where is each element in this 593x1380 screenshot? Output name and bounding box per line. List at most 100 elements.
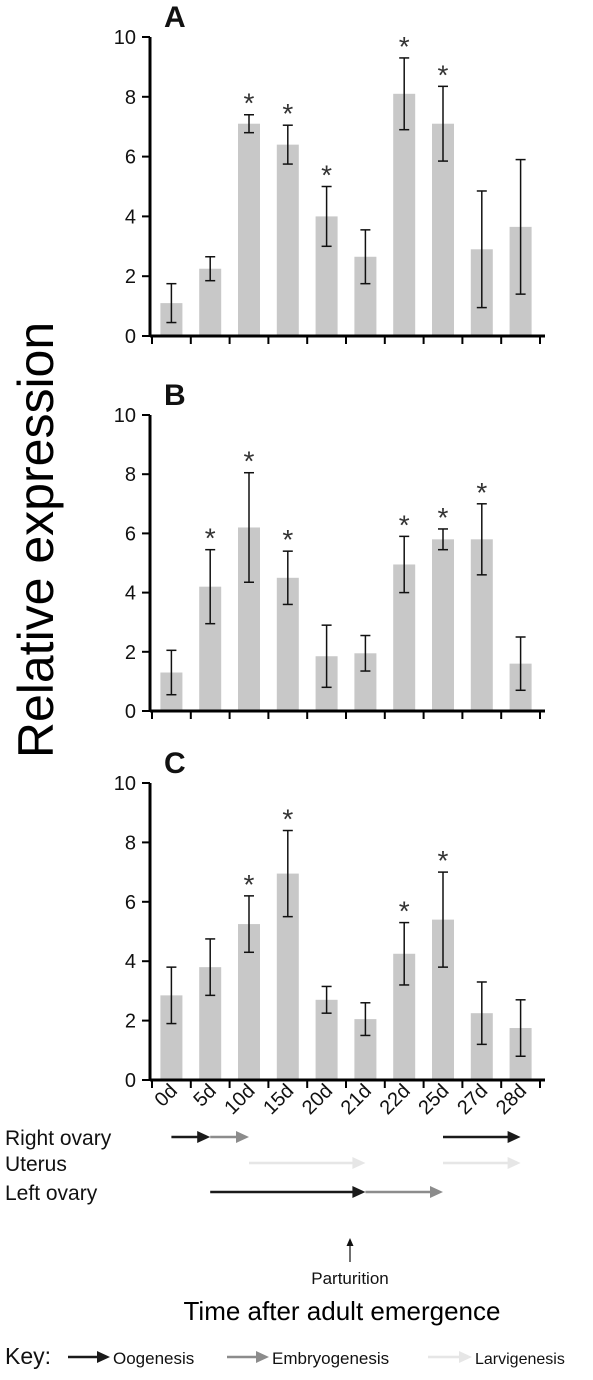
x-tick-label: 10d — [220, 1080, 259, 1119]
bar-22d — [393, 953, 416, 1080]
x-tick-label: 0d — [151, 1080, 182, 1111]
error-bar-10d — [244, 113, 254, 134]
x-tick-label: 25d — [414, 1080, 453, 1119]
y-tick-label: 0 — [125, 701, 136, 723]
y-tick-label: 10 — [114, 405, 136, 427]
bar-chart-panels: * * * * * 0 2 4 6 8 10 A * * * * * * 0 2 4 6 8 10 B * * * * 0 2 4 6 8 10 C — [114, 1, 545, 1092]
significance-star: * — [244, 869, 255, 900]
error-bar-25d — [438, 85, 448, 162]
panel-b: * * * * * * 0 2 4 6 8 10 B — [114, 379, 545, 723]
x-tick-label: 28d — [492, 1080, 531, 1119]
y-tick-label: 8 — [125, 464, 136, 486]
error-bar-5d — [205, 938, 216, 997]
significance-star: * — [438, 59, 449, 90]
significance-star: * — [282, 804, 293, 835]
larvigenesis-arrow — [249, 1157, 366, 1169]
key-oogenesis-arrow — [68, 1351, 110, 1363]
y-tick-label: 2 — [125, 1011, 136, 1033]
error-bar-10d — [244, 895, 254, 954]
bar-20d — [315, 999, 338, 1080]
x-tick-label: 27d — [453, 1080, 492, 1119]
significance-star: * — [282, 98, 293, 129]
bar-20d — [315, 216, 338, 336]
bar-15d — [276, 873, 299, 1080]
y-axis-label: Relative expression — [8, 322, 64, 758]
key-larvigenesis-arrow — [428, 1351, 472, 1363]
error-bar-15d — [282, 550, 293, 606]
error-bar-28d — [515, 636, 526, 692]
oogenesis-arrow — [171, 1131, 211, 1143]
bar-25d — [432, 123, 454, 337]
bar-22d — [393, 564, 416, 711]
error-bar-20d — [321, 624, 332, 689]
error-bar-21d — [360, 229, 371, 285]
embryogenesis-arrow — [365, 1186, 443, 1198]
significance-star: * — [205, 523, 216, 554]
bar-5d — [199, 967, 222, 1080]
oogenesis-arrow — [443, 1131, 521, 1143]
significance-star: * — [399, 509, 410, 540]
y-tick-label: 0 — [125, 326, 136, 348]
y-tick-label: 10 — [114, 27, 136, 49]
key-embryogenesis-arrow — [227, 1351, 269, 1363]
significance-star: * — [321, 160, 332, 191]
error-bar-10d — [244, 471, 254, 583]
stage-timeline: Right ovary Uterus Left ovary Parturition — [5, 1127, 521, 1288]
y-tick-label: 10 — [114, 773, 136, 795]
significance-star: * — [244, 446, 255, 477]
legend-key: Key: Oogenesis Embryogenesis Larvigenesis — [5, 1343, 565, 1369]
larvigenesis-arrow — [443, 1157, 521, 1169]
bar-22d — [393, 93, 416, 336]
bar-5d — [199, 586, 222, 711]
error-bar-5d — [205, 548, 216, 625]
bar-21d — [354, 1019, 377, 1080]
bar-21d — [354, 256, 377, 336]
y-tick-label: 4 — [125, 951, 136, 973]
bar-27d — [470, 539, 493, 711]
error-bar-20d — [321, 185, 332, 248]
y-tick-label: 6 — [125, 892, 136, 914]
x-tick-label: 21d — [337, 1080, 376, 1119]
error-bar-0d — [166, 649, 177, 696]
error-bar-28d — [515, 158, 526, 295]
y-tick-label: 4 — [125, 206, 136, 228]
bar-25d — [432, 539, 454, 711]
error-bar-21d — [360, 1002, 371, 1037]
bar-25d — [432, 919, 454, 1080]
key-title: Key: — [5, 1343, 51, 1369]
y-tick-label: 6 — [125, 147, 136, 169]
error-bar-0d — [166, 966, 177, 1025]
x-tick-label: 20d — [298, 1080, 337, 1119]
error-bar-0d — [166, 282, 177, 324]
y-tick-label: 6 — [125, 523, 136, 545]
stage-row-label: Uterus — [5, 1153, 67, 1176]
error-bar-21d — [360, 634, 371, 672]
significance-star: * — [399, 896, 410, 927]
bar-10d — [238, 924, 260, 1080]
bar-21d — [354, 653, 377, 711]
error-bar-27d — [476, 190, 487, 309]
error-bar-5d — [205, 256, 216, 282]
y-tick-label: 0 — [125, 1070, 136, 1092]
error-bar-27d — [476, 981, 487, 1046]
error-bar-22d — [399, 535, 410, 594]
parturition-marker — [346, 1238, 354, 1262]
error-bar-28d — [515, 999, 526, 1057]
significance-star: * — [244, 88, 255, 119]
error-bar-22d — [399, 921, 410, 986]
stage-row-label: Right ovary — [5, 1127, 112, 1150]
key-embryogenesis-label: Embryogenesis — [272, 1349, 389, 1368]
panel-label-c: C — [164, 747, 186, 780]
x-tick-labels: 0d 5d 10d 15d 20d 21d 22d 25d 27d 28d — [151, 1080, 531, 1119]
error-bar-25d — [438, 871, 448, 968]
bar-10d — [238, 527, 260, 711]
significance-star: * — [438, 502, 449, 533]
error-bar-25d — [438, 528, 448, 551]
bar-27d — [470, 1013, 493, 1080]
error-bar-22d — [399, 57, 410, 131]
bar-15d — [276, 144, 299, 336]
key-oogenesis-label: Oogenesis — [113, 1349, 194, 1368]
x-axis-label: Time after adult emergence — [184, 1296, 501, 1326]
parturition-label: Parturition — [311, 1269, 388, 1288]
